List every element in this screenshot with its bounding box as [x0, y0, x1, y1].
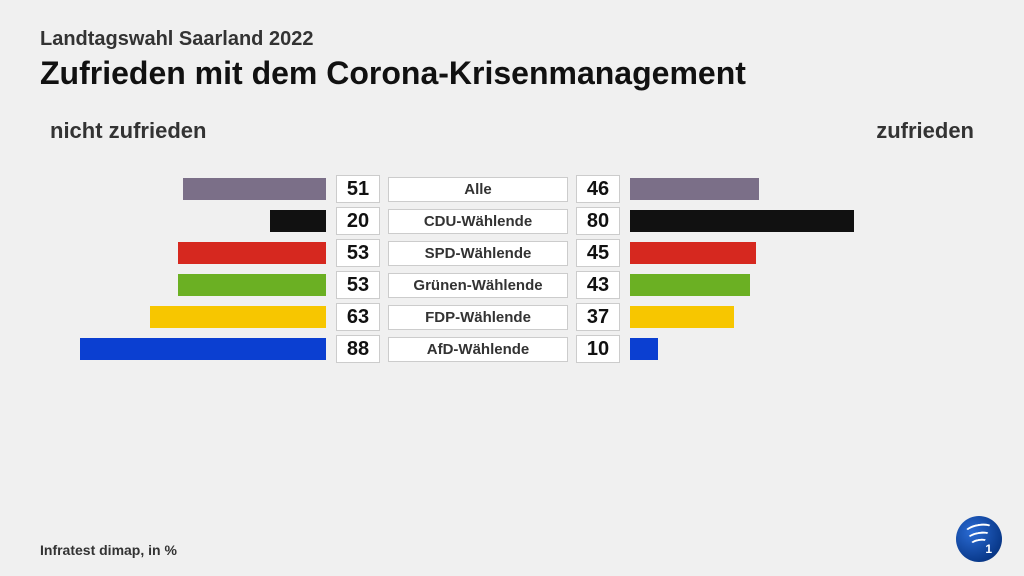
diverging-bar-chart: 51 Alle 46 20 CDU-Wählende 80 53 SPD-Wählende 45…: [0, 174, 1024, 364]
chart-row: 88 AfD-Wählende 10: [40, 334, 984, 364]
value-right: 37: [576, 303, 620, 331]
value-right: 10: [576, 335, 620, 363]
right-side: 37: [576, 303, 916, 331]
left-side: 88: [40, 335, 380, 363]
source-attribution: Infratest dimap, in %: [40, 542, 177, 558]
left-side: 63: [40, 303, 380, 331]
chart-row: 53 SPD-Wählende 45: [40, 238, 984, 268]
right-side: 43: [576, 271, 916, 299]
title: Zufrieden mit dem Corona-Krisenmanagemen…: [40, 55, 984, 92]
value-right: 43: [576, 271, 620, 299]
value-left: 53: [336, 271, 380, 299]
bar-right: [630, 306, 734, 328]
chart-row: 20 CDU-Wählende 80: [40, 206, 984, 236]
value-right: 80: [576, 207, 620, 235]
chart-row: 53 Grünen-Wählende 43: [40, 270, 984, 300]
bar-right: [630, 178, 759, 200]
value-left: 63: [336, 303, 380, 331]
left-side: 53: [40, 271, 380, 299]
left-side: 53: [40, 239, 380, 267]
logo-text: 1: [985, 542, 992, 556]
value-right: 45: [576, 239, 620, 267]
left-side: 51: [40, 175, 380, 203]
right-side: 10: [576, 335, 916, 363]
axis-label-right: zufrieden: [876, 118, 974, 144]
bar-left: [183, 178, 326, 200]
bar-left: [270, 210, 326, 232]
bar-right: [630, 338, 658, 360]
left-side: 20: [40, 207, 380, 235]
value-left: 88: [336, 335, 380, 363]
row-label: SPD-Wählende: [388, 241, 568, 266]
right-side: 80: [576, 207, 916, 235]
chart-row: 63 FDP-Wählende 37: [40, 302, 984, 332]
bar-right: [630, 210, 854, 232]
row-label: Alle: [388, 177, 568, 202]
value-left: 53: [336, 239, 380, 267]
bar-left: [80, 338, 326, 360]
chart-row: 51 Alle 46: [40, 174, 984, 204]
bar-right: [630, 274, 750, 296]
subtitle: Landtagswahl Saarland 2022: [40, 28, 984, 51]
row-label: Grünen-Wählende: [388, 273, 568, 298]
row-label: CDU-Wählende: [388, 209, 568, 234]
broadcaster-logo: 1: [956, 516, 1002, 562]
value-left: 51: [336, 175, 380, 203]
row-label: FDP-Wählende: [388, 305, 568, 330]
right-side: 46: [576, 175, 916, 203]
bar-left: [178, 242, 326, 264]
bar-left: [150, 306, 326, 328]
value-right: 46: [576, 175, 620, 203]
bar-right: [630, 242, 756, 264]
header: Landtagswahl Saarland 2022 Zufrieden mit…: [0, 0, 1024, 102]
right-side: 45: [576, 239, 916, 267]
bar-left: [178, 274, 326, 296]
row-label: AfD-Wählende: [388, 337, 568, 362]
value-left: 20: [336, 207, 380, 235]
axis-labels: nicht zufrieden zufrieden: [0, 102, 1024, 174]
axis-label-left: nicht zufrieden: [50, 118, 206, 144]
